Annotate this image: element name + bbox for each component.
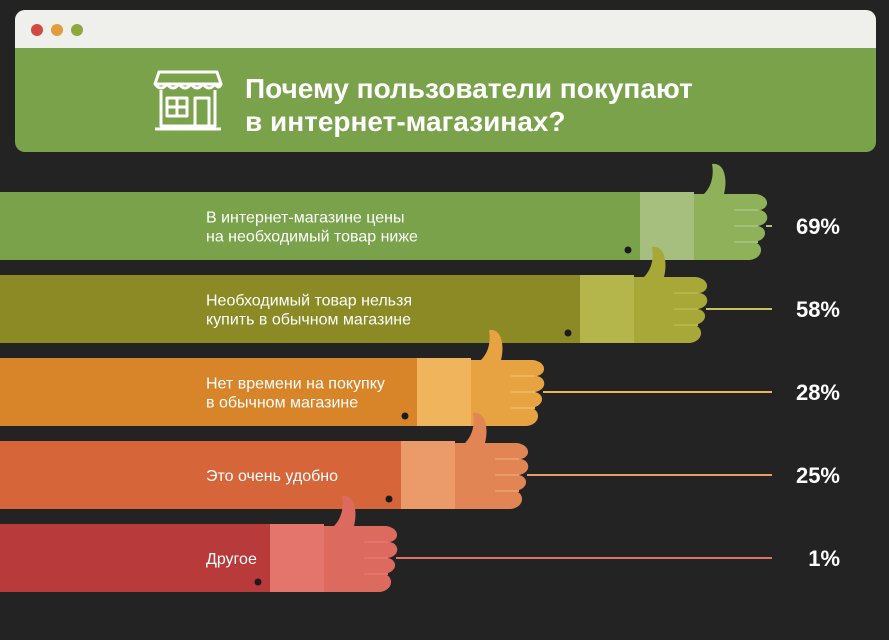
category-label-line: Нет времени на покупку	[206, 376, 385, 393]
sleeve-cuff	[270, 524, 324, 592]
category-label: Это очень удобно	[206, 468, 338, 485]
minimize-dot-icon	[51, 24, 63, 36]
category-label-line: Другое	[206, 551, 257, 568]
category-label: Необходимый товар нельзя купить в обычном…	[206, 293, 412, 329]
category-label-line: В интернет-магазине цены	[206, 210, 404, 227]
category-label: Другое	[206, 551, 257, 568]
bar	[0, 192, 640, 260]
sleeve-cuff	[580, 275, 634, 343]
header-card: Почему пользователи покупают в интернет-…	[15, 10, 876, 152]
thumbs-up-icon	[632, 246, 708, 343]
sleeve-cuff	[417, 358, 471, 426]
page-title: Почему пользователи покупают в интернет-…	[245, 72, 845, 138]
sleeve-cuff	[640, 192, 694, 260]
bar	[0, 524, 270, 592]
title-line-2: в интернет-магазинах?	[245, 106, 566, 137]
window-titlebar	[15, 10, 876, 48]
bar	[0, 358, 417, 426]
storefront-icon	[153, 70, 223, 131]
sleeve-cuff	[401, 441, 455, 509]
chart-header: Почему пользователи покупают в интернет-…	[15, 48, 876, 152]
title-line-1: Почему пользователи покупают	[245, 73, 693, 104]
bar-row: 58% Необходимый товар нельзя купить в обыч…	[0, 246, 840, 343]
thumbs-up-icon	[453, 412, 529, 509]
thumbs-up-icon	[322, 495, 398, 592]
bar-row: 25% Это очень удобно	[0, 412, 840, 509]
thumbs-up-icon	[692, 163, 768, 260]
cuff-button-icon	[624, 246, 632, 254]
thumbs-up-icon	[469, 329, 545, 426]
bar-row: 1% Другое	[0, 495, 840, 592]
bar-row: 28% Нет времени на покупку в обычном магаз…	[0, 329, 840, 426]
bar	[0, 275, 580, 343]
cuff-button-icon	[385, 495, 393, 503]
category-label-line: на необходимый товар ниже	[206, 229, 418, 246]
bar	[0, 441, 401, 509]
value-label: 28%	[796, 380, 840, 405]
value-label: 25%	[796, 463, 840, 488]
value-label: 1%	[808, 546, 840, 571]
cuff-button-icon	[254, 578, 262, 586]
value-label: 69%	[796, 214, 840, 239]
cuff-button-icon	[564, 329, 572, 337]
bar-row: 69% В интернет-магазине цены на необходимы…	[0, 163, 840, 260]
category-label: В интернет-магазине цены на необходимый т…	[206, 210, 418, 246]
maximize-dot-icon	[71, 24, 83, 36]
value-label: 58%	[796, 297, 840, 322]
category-label-line: купить в обычном магазине	[206, 312, 411, 329]
category-label-line: Необходимый товар нельзя	[206, 293, 412, 310]
category-label-line: Это очень удобно	[206, 468, 338, 485]
category-label: Нет времени на покупку в обычном магазине	[206, 376, 385, 412]
cuff-button-icon	[401, 412, 409, 420]
category-label-line: в обычном магазине	[206, 395, 358, 412]
close-dot-icon	[31, 24, 43, 36]
